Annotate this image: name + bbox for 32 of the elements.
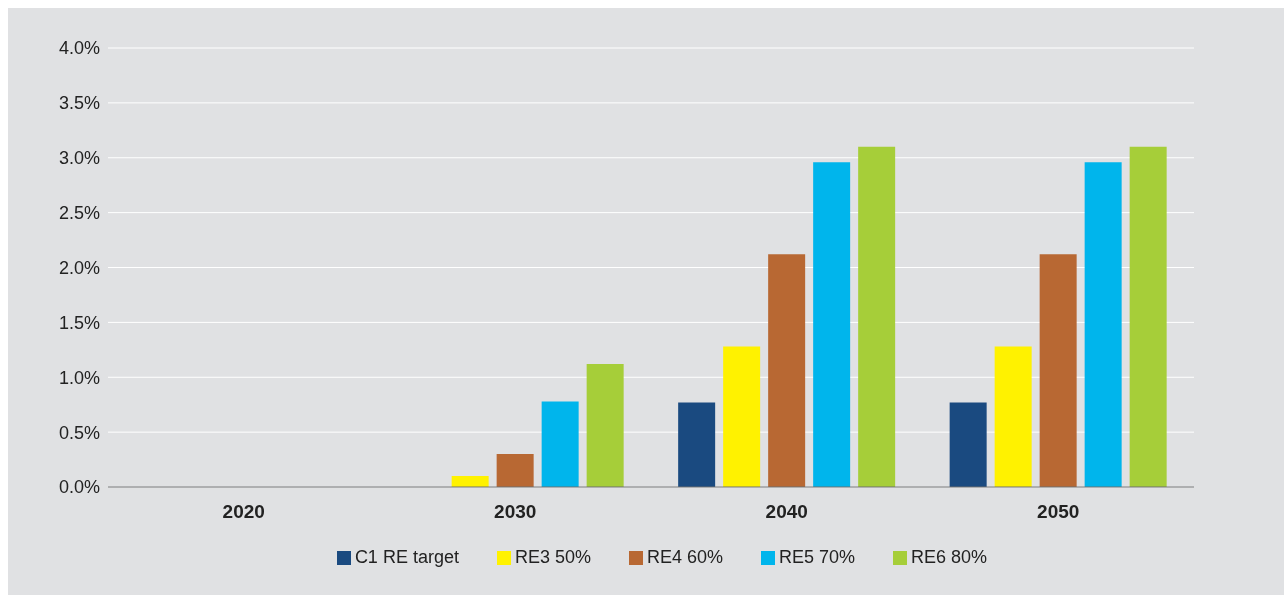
bar bbox=[768, 254, 806, 487]
y-tick-label: 3.0% bbox=[58, 148, 100, 169]
y-tick-label: 0.5% bbox=[58, 422, 100, 443]
bar bbox=[1039, 254, 1077, 487]
legend-label: RE5 70% bbox=[779, 547, 856, 567]
x-tick-label: 2020 bbox=[222, 501, 265, 523]
y-tick-label: 2.0% bbox=[58, 257, 100, 278]
bar bbox=[813, 162, 851, 487]
y-tick-label: 1.5% bbox=[58, 312, 100, 333]
legend-label: RE6 80% bbox=[911, 547, 988, 567]
y-tick-label: 2.5% bbox=[58, 203, 100, 224]
y-tick-label: 4.0% bbox=[58, 38, 100, 59]
y-tick-label: 1.0% bbox=[58, 367, 100, 388]
legend-label: C1 RE target bbox=[354, 547, 459, 567]
bar bbox=[949, 402, 987, 487]
bar bbox=[1129, 146, 1167, 487]
bar bbox=[994, 346, 1032, 487]
x-tick-label: 2050 bbox=[1037, 501, 1080, 523]
bar bbox=[723, 346, 761, 487]
bar bbox=[678, 402, 716, 487]
bar bbox=[1084, 162, 1122, 487]
bar bbox=[586, 364, 624, 487]
y-tick-label: 0.0% bbox=[58, 477, 100, 498]
bar bbox=[451, 476, 489, 487]
bar bbox=[541, 401, 579, 487]
legend-label: RE4 60% bbox=[646, 547, 724, 567]
bar bbox=[496, 454, 534, 487]
x-tick-label: 2030 bbox=[494, 501, 537, 523]
y-tick-label: 3.5% bbox=[58, 93, 100, 114]
bar bbox=[858, 146, 896, 487]
legend-label: RE3 50% bbox=[514, 547, 591, 567]
x-tick-label: 2040 bbox=[765, 501, 808, 523]
